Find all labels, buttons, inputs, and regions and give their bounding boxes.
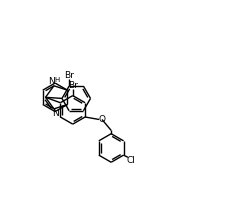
Text: N: N [52,109,59,118]
Text: H: H [54,77,59,83]
Text: O: O [98,115,106,124]
Text: Cl: Cl [126,156,135,165]
Text: Br: Br [64,71,74,80]
Text: N: N [48,77,55,86]
Text: Br: Br [68,81,78,90]
